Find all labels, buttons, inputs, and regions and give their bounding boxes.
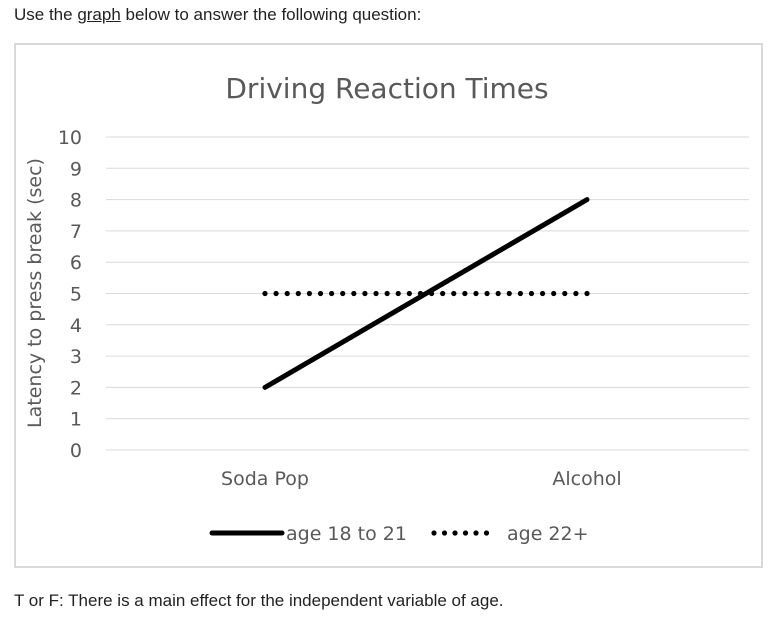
series-dot [440,290,446,297]
series-dot [495,290,501,297]
legend-swatch-dot [452,530,458,536]
series-dot [528,290,535,297]
series-dot [462,290,468,297]
x-axis-categories: Soda Pop Alcohol [221,468,622,490]
series-dot [517,290,523,297]
y-tick-label: 10 [58,127,82,149]
series-dot [295,290,301,297]
series-dot [484,290,490,297]
y-tick-label: 0 [70,440,82,462]
series-dot [473,290,479,297]
y-tick-label: 9 [70,158,82,180]
question-intro-suffix: below to answer the following question: [120,5,422,24]
series-dot [417,290,424,297]
series-dot [351,290,357,297]
line-chart: Driving Reaction Times 0 1 2 3 4 5 6 7 8 9 10 Late… [24,72,749,545]
y-tick-label: 5 [70,284,82,306]
y-tick-label: 7 [70,221,82,243]
chart-container: Driving Reaction Times 0 1 2 3 4 5 6 7 8 9 10 Late… [14,43,763,568]
legend-swatch-dot [483,530,490,536]
legend-swatch-dot [462,530,469,536]
question-statement: T or F: There is a main effect for the i… [14,591,504,610]
series-dot [539,290,546,297]
legend-label: age 22+ [507,523,589,545]
series-dot [584,290,590,297]
series-age-22-plus [262,290,590,297]
series-dot [573,290,579,297]
series-age-18-to-21 [262,197,590,390]
series-dot [506,290,512,297]
series-dot [329,290,335,297]
question-intro: Use the graph below to answer the follow… [14,4,421,26]
series-dot [428,290,435,297]
graph-glossary-link[interactable]: graph [77,5,121,24]
y-tick-label: 3 [70,346,82,368]
series-dot [551,290,557,297]
x-category-label: Soda Pop [221,468,309,490]
series-dot [362,290,368,297]
question-intro-prefix: Use the [14,5,78,24]
series-dot [373,290,379,297]
series-dot [406,290,412,297]
series-dot [273,290,279,297]
legend-swatch-dot [431,530,437,536]
series-line [262,197,590,390]
series-dot [317,290,324,297]
y-axis-ticks: 0 1 2 3 4 5 6 7 8 9 10 [58,127,82,462]
series-dot [384,290,390,297]
series-dot [340,290,346,297]
series-dot [395,290,401,297]
y-tick-label: 8 [70,190,82,212]
chart-title: Driving Reaction Times [225,72,548,105]
y-tick-label: 6 [70,252,82,274]
series-dot [451,290,457,297]
series-dot [284,290,290,297]
series-dot [306,290,313,297]
legend-swatch-dot [473,530,479,536]
legend: age 18 to 21 age 22+ [209,523,589,545]
series-dot [562,290,568,297]
series-lines [262,197,590,390]
legend-label: age 18 to 21 [286,523,407,545]
x-category-label: Alcohol [552,468,621,490]
y-tick-label: 4 [70,315,82,337]
series-dot [262,290,268,297]
y-tick-label: 2 [70,377,82,399]
legend-swatch-dot [441,530,448,536]
y-axis-label: Latency to press break (sec) [24,158,46,428]
y-tick-label: 1 [70,409,82,431]
